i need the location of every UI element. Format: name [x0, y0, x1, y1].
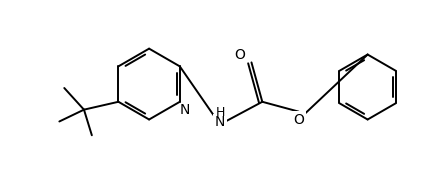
Text: N: N — [215, 115, 225, 129]
Text: O: O — [234, 48, 245, 62]
Text: H: H — [215, 106, 225, 119]
Text: O: O — [293, 113, 304, 127]
Text: N: N — [180, 103, 190, 117]
